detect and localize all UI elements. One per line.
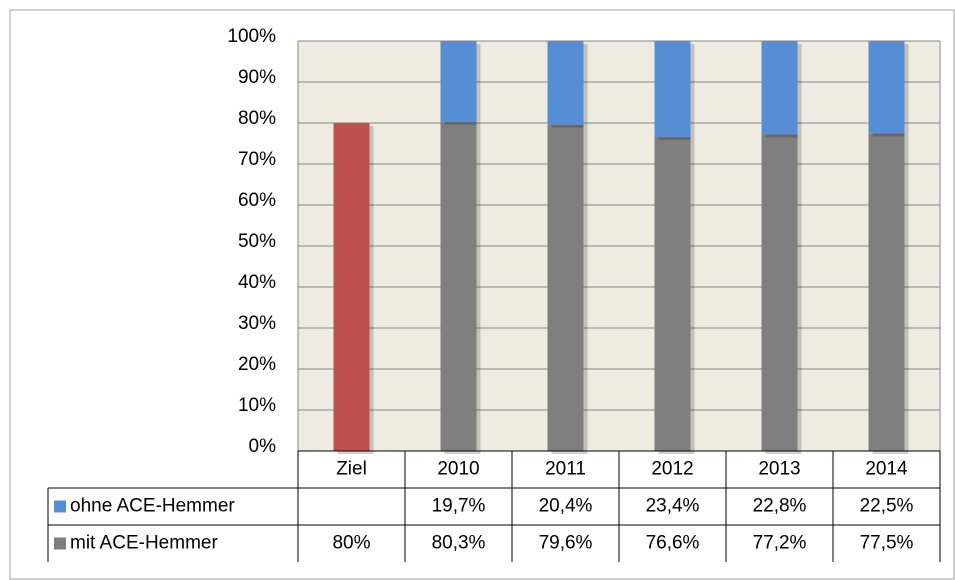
bar xyxy=(868,133,905,451)
y-tick-label: 20% xyxy=(238,354,276,375)
table-value: 76,6% xyxy=(646,533,700,554)
table-value: 77,5% xyxy=(860,533,914,554)
x-tick-label: 2012 xyxy=(651,459,693,480)
table-value: 79,6% xyxy=(539,533,593,554)
bar xyxy=(654,136,691,451)
y-tick-label: 10% xyxy=(238,395,276,416)
bar xyxy=(547,124,584,451)
table-value: 19,7% xyxy=(432,496,486,517)
bar xyxy=(761,41,798,135)
y-tick-label: 80% xyxy=(238,108,276,129)
table-value: 80,3% xyxy=(432,533,486,554)
bar xyxy=(654,41,691,137)
y-tick-label: 0% xyxy=(249,436,277,457)
x-tick-label: 2011 xyxy=(545,459,586,480)
y-tick-label: 100% xyxy=(227,26,276,47)
y-tick-label: 70% xyxy=(238,149,276,170)
y-tick-label: 50% xyxy=(238,231,276,252)
x-tick-label: 2013 xyxy=(758,459,800,480)
x-tick-label: 2014 xyxy=(865,459,908,480)
table-value: 22,5% xyxy=(860,496,914,517)
bar xyxy=(547,41,584,125)
table-value: 23,4% xyxy=(646,496,700,517)
y-tick-label: 60% xyxy=(238,190,276,211)
table-value: 77,2% xyxy=(753,533,807,554)
legend-label: mit ACE-Hemmer xyxy=(70,533,218,554)
legend-swatch xyxy=(54,537,66,550)
legend-label: ohne ACE-Hemmer xyxy=(70,496,235,517)
legend-swatch xyxy=(54,500,66,513)
y-tick-label: 40% xyxy=(238,272,276,293)
bar xyxy=(440,121,477,452)
y-tick-label: 30% xyxy=(238,313,276,334)
table-value: 20,4% xyxy=(539,496,593,517)
bar xyxy=(868,41,905,134)
bar xyxy=(761,134,798,452)
bar xyxy=(333,123,370,451)
table-value: 80% xyxy=(332,533,370,554)
y-tick-label: 90% xyxy=(238,67,276,88)
x-tick-label: 2010 xyxy=(437,459,479,480)
bar xyxy=(440,41,477,122)
table-value: 22,8% xyxy=(753,496,807,517)
x-tick-label: Ziel xyxy=(336,459,367,480)
